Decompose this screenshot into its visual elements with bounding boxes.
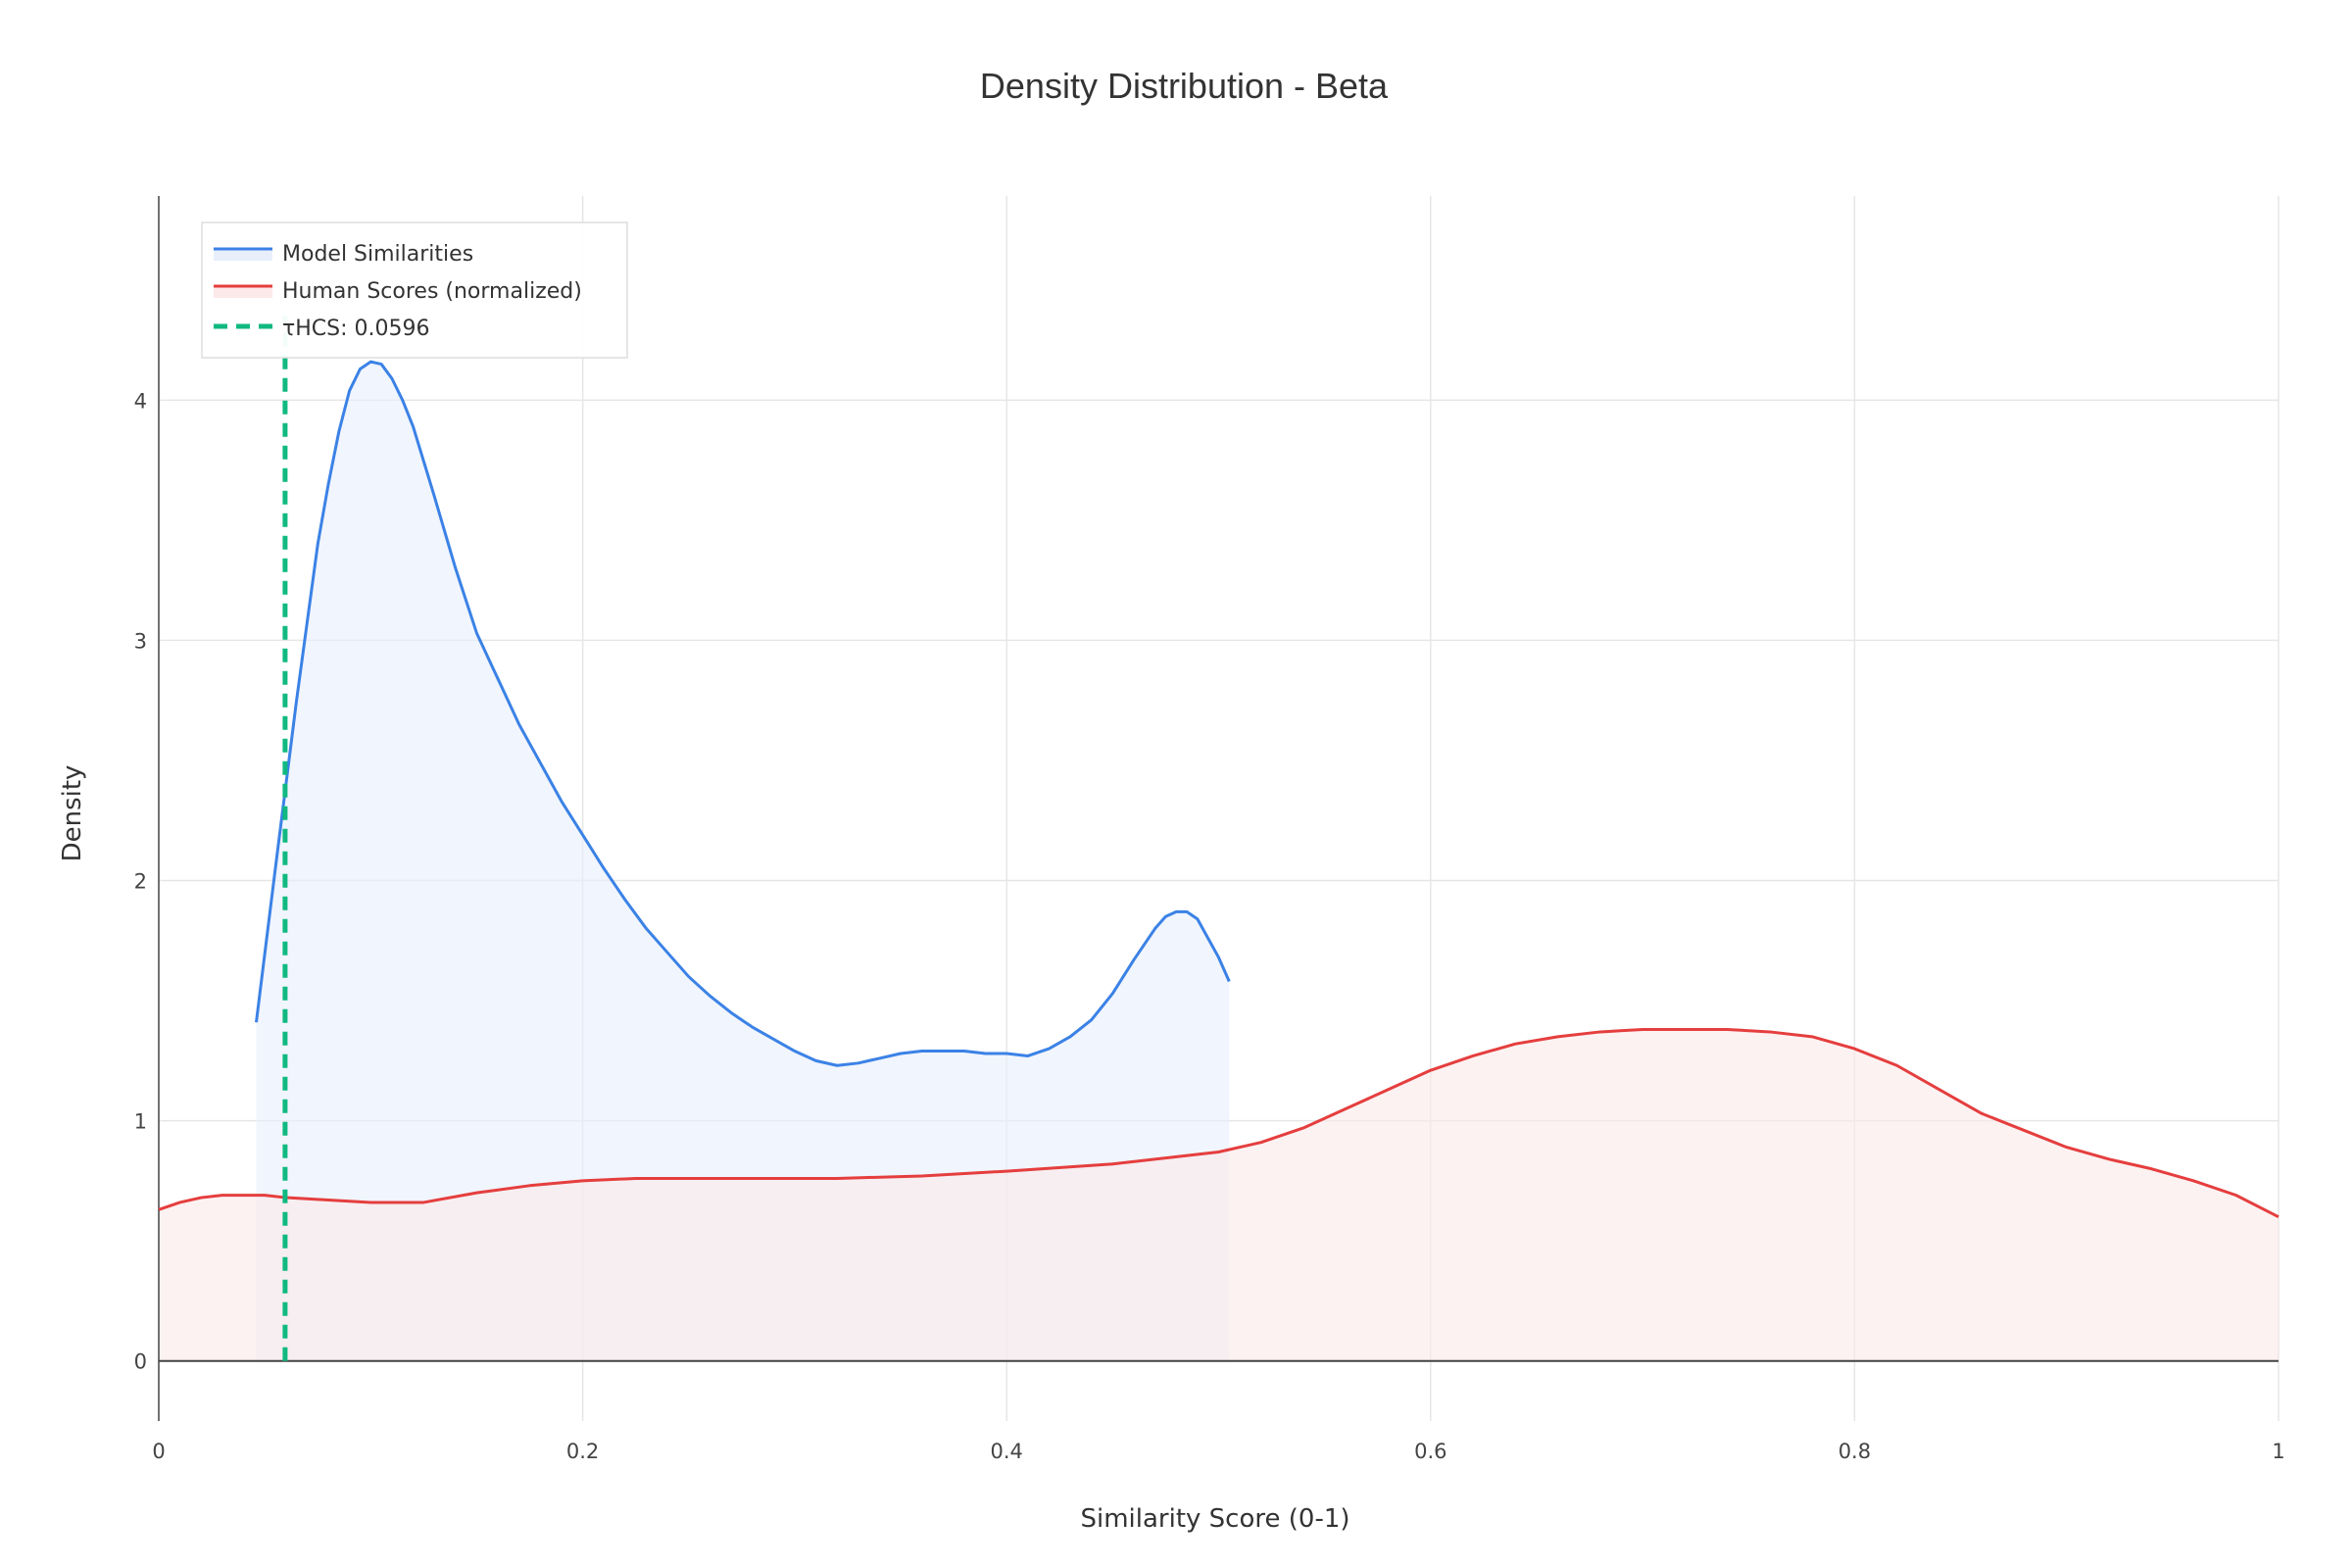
legend-label-human: Human Scores (normalized) — [282, 279, 582, 304]
series-fill-1 — [159, 1029, 2278, 1361]
chart-title: Density Distribution - Beta — [980, 66, 1389, 106]
x-tick-label: 0 — [152, 1440, 165, 1463]
tick-labels: 0 0.2 0.4 0.6 0.8 1 0 1 2 3 4 — [134, 389, 2285, 1463]
legend-item-human-scores[interactable]: Human Scores (normalized) — [214, 279, 582, 304]
y-tick-label: 2 — [134, 870, 147, 894]
legend: Model Similarities Human Scores (normali… — [201, 221, 628, 359]
y-axis-title: Density — [58, 765, 87, 862]
legend-label-model: Model Similarities — [282, 242, 473, 267]
series-fills — [159, 362, 2278, 1361]
legend-swatch-human-fill — [214, 286, 272, 298]
series-lines — [158, 316, 2279, 1361]
series-fill-0 — [256, 362, 1230, 1361]
y-tick-label: 0 — [134, 1350, 147, 1374]
legend-label-threshold: τHCS: 0.0596 — [282, 317, 430, 341]
legend-item-threshold[interactable]: τHCS: 0.0596 — [214, 317, 430, 341]
x-tick-label: 0.4 — [990, 1440, 1022, 1463]
y-tick-label: 4 — [134, 389, 147, 413]
series-line-0 — [255, 360, 1231, 1067]
legend-swatch-model-fill — [214, 249, 272, 261]
y-tick-label: 1 — [134, 1110, 147, 1134]
legend-item-model-similarities[interactable]: Model Similarities — [214, 242, 473, 267]
series-line-1 — [158, 1027, 2279, 1219]
x-tick-label: 0.2 — [566, 1440, 599, 1463]
x-axis-title: Similarity Score (0-1) — [1080, 1504, 1349, 1534]
x-tick-label: 1 — [2272, 1440, 2284, 1463]
y-tick-label: 3 — [134, 629, 147, 653]
legend-box — [201, 221, 628, 359]
x-tick-label: 0.8 — [1838, 1440, 1871, 1463]
x-tick-label: 0.6 — [1414, 1440, 1446, 1463]
axes — [158, 196, 2278, 1421]
